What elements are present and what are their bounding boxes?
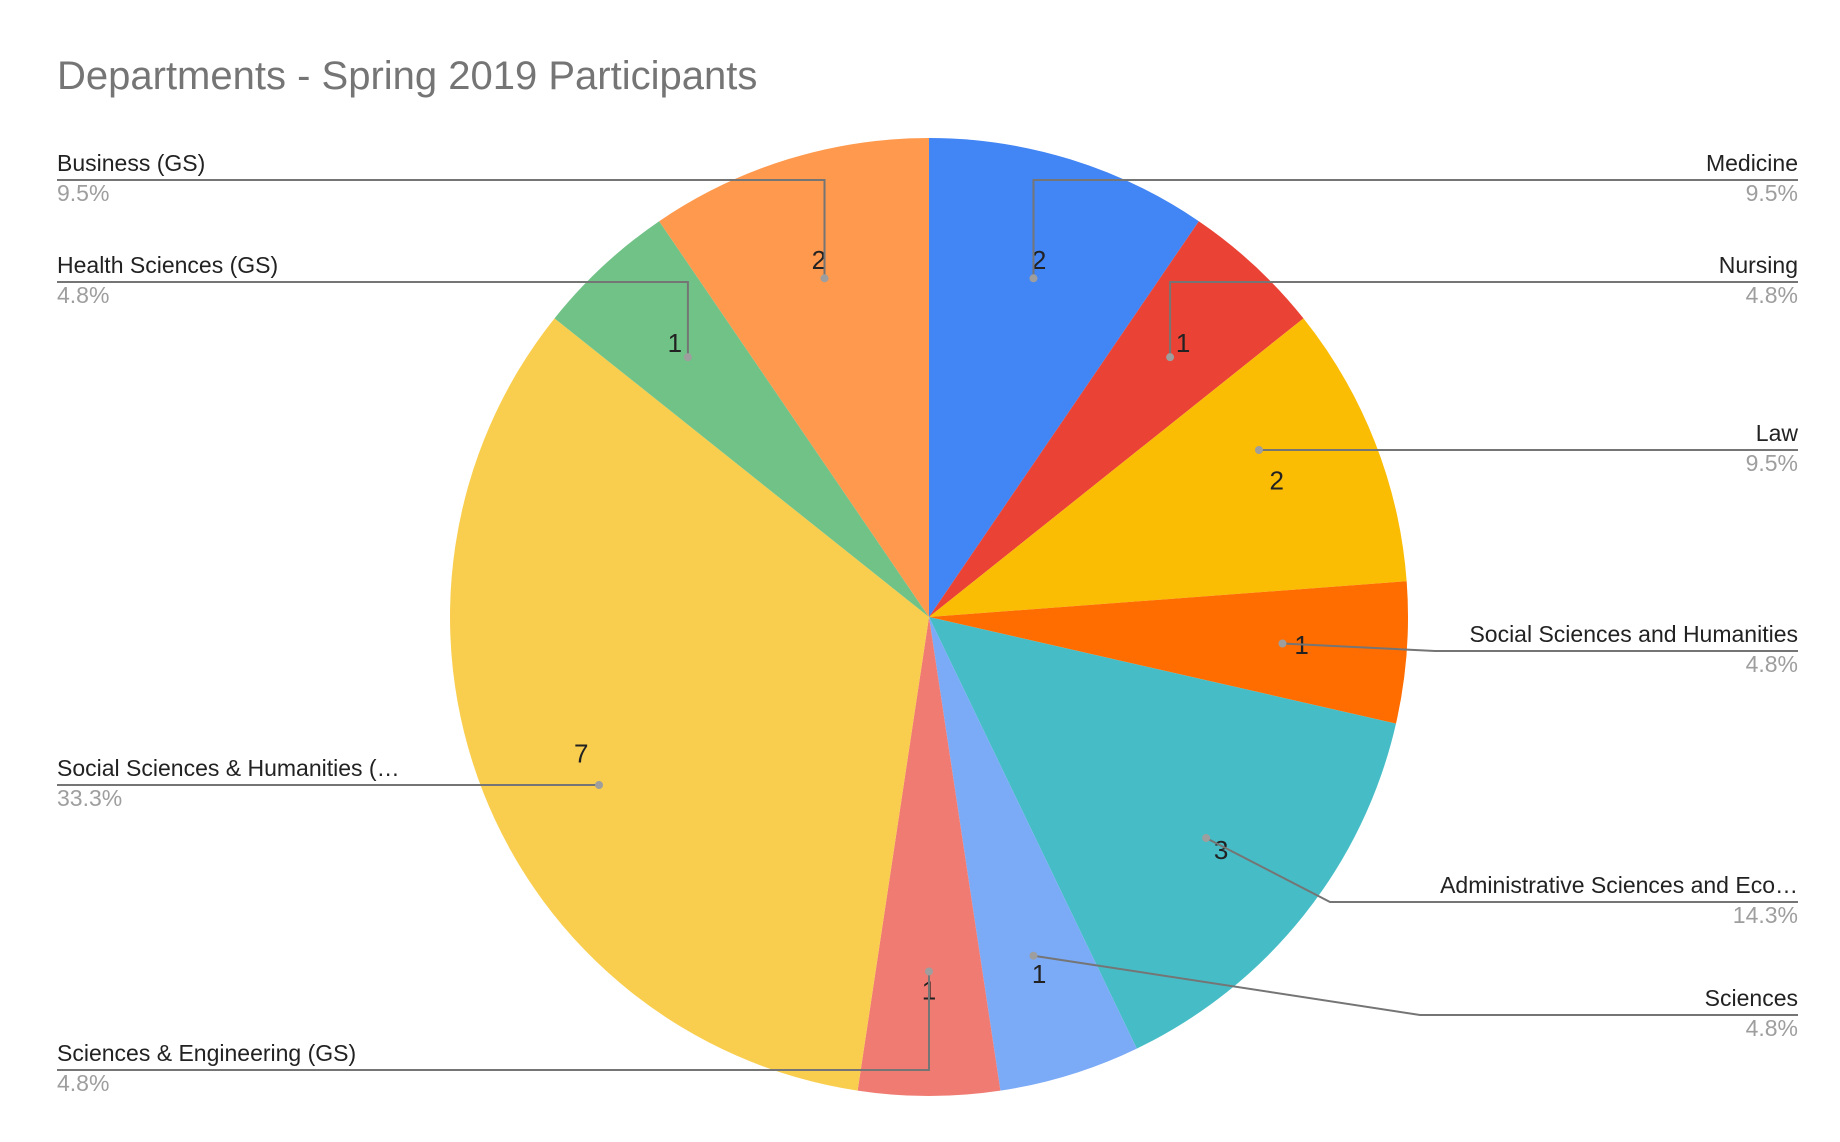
pie-slice-health-sciences-gs[interactable] (554, 221, 929, 617)
callout-percent-administrative-sciences-and-eco: 14.3% (1733, 902, 1798, 928)
pie-slice-medicine[interactable] (929, 138, 1199, 617)
slice-value-health-sciences-gs: 1 (668, 328, 682, 358)
leader-dot-social-sciences-humanities (595, 781, 604, 789)
slice-value-nursing: 1 (1176, 328, 1190, 358)
callout-percent-sciences: 4.8% (1746, 1015, 1798, 1041)
pie-slice-administrative-sciences-and-eco[interactable] (929, 617, 1396, 1049)
leader-dot-medicine (1029, 274, 1038, 283)
slice-value-administrative-sciences-and-eco: 3 (1214, 835, 1228, 865)
leader-line-sciences-engineering-gs (57, 971, 930, 1071)
leader-dot-social-sciences-and-humanities (1278, 639, 1287, 648)
pie-slice-sciences-engineering-gs[interactable] (857, 617, 1001, 1097)
callout-label-sciences: Sciences (1705, 985, 1798, 1011)
callout-label-sciences-engineering-gs: Sciences & Engineering (GS) (57, 1040, 356, 1066)
callout-percent-law: 9.5% (1746, 450, 1798, 476)
callout-percent-nursing: 4.8% (1746, 282, 1798, 308)
slice-callouts: Medicine 9.5% Nursing 4.8% Law 9.5% Social Sci… (57, 150, 1798, 1096)
leader-dot-nursing (1166, 353, 1175, 362)
callout-label-law: Law (1756, 420, 1799, 446)
pie-slice-social-sciences-and-humanities[interactable] (929, 581, 1408, 724)
callout-label-social-sciences-and-humanities: Social Sciences and Humanities (1469, 621, 1798, 647)
slice-value-social-sciences-humanities: 7 (574, 738, 588, 768)
leader-dot-law (1254, 446, 1263, 454)
pie-slices (449, 138, 1408, 1097)
callout-label-nursing: Nursing (1719, 252, 1798, 278)
slice-value-law: 2 (1270, 466, 1284, 496)
leader-line-medicine (1032, 179, 1798, 279)
callout-percent-social-sciences-humanities: 33.3% (57, 785, 122, 811)
callout-label-social-sciences-humanities: Social Sciences & Humanities (… (57, 755, 400, 781)
leader-dot-sciences-engineering-gs (925, 967, 933, 976)
leader-dot-business-gs (820, 274, 829, 283)
leader-line-nursing (1169, 281, 1798, 358)
leader-line-social-sciences-and-humanities (1282, 642, 1798, 652)
callout-label-administrative-sciences-and-eco: Administrative Sciences and Eco… (1440, 872, 1798, 898)
pie-slice-law[interactable] (929, 318, 1407, 617)
callout-percent-social-sciences-and-humanities: 4.8% (1746, 651, 1798, 677)
pie-slice-nursing[interactable] (929, 221, 1304, 617)
callout-label-medicine: Medicine (1706, 150, 1798, 176)
slice-value-sciences: 1 (1032, 959, 1046, 989)
callout-percent-business-gs: 9.5% (57, 180, 109, 206)
pie-slice-social-sciences-humanities[interactable] (449, 318, 929, 1091)
leader-line-health-sciences-gs (57, 281, 689, 358)
leader-line-sciences (1033, 954, 1798, 1016)
leader-line-business-gs (57, 179, 826, 279)
leader-dot-sciences (1029, 951, 1038, 960)
callout-percent-health-sciences-gs: 4.8% (57, 282, 109, 308)
callout-percent-medicine: 9.5% (1746, 180, 1798, 206)
leader-dot-administrative-sciences-and-eco (1202, 834, 1211, 843)
pie-slice-business-gs[interactable] (659, 138, 929, 617)
callout-label-business-gs: Business (GS) (57, 150, 205, 176)
callout-percent-sciences-engineering-gs: 4.8% (57, 1070, 109, 1096)
leader-line-administrative-sciences-and-eco (1205, 837, 1798, 903)
pie-slice-sciences[interactable] (929, 617, 1137, 1091)
slice-value-business-gs: 2 (812, 245, 826, 275)
chart-title: Departments - Spring 2019 Participants (57, 54, 757, 98)
leader-dot-health-sciences-gs (683, 353, 692, 362)
callout-label-health-sciences-gs: Health Sciences (GS) (57, 252, 278, 278)
slice-value-medicine: 2 (1032, 245, 1046, 275)
